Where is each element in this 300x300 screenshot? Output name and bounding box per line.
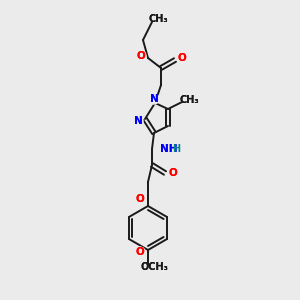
Text: H: H [172, 144, 180, 154]
Text: O: O [136, 51, 146, 61]
Text: O: O [178, 53, 186, 63]
Text: O: O [136, 194, 144, 204]
Text: O: O [136, 51, 146, 61]
Text: O: O [136, 247, 144, 257]
Circle shape [149, 94, 159, 104]
Circle shape [135, 247, 145, 257]
Text: O: O [136, 194, 144, 204]
Text: O: O [169, 168, 177, 178]
Text: NH: NH [160, 144, 178, 154]
Text: O: O [178, 53, 186, 63]
Circle shape [168, 168, 178, 178]
Text: N: N [134, 116, 142, 126]
Circle shape [177, 53, 187, 63]
Text: N: N [150, 94, 158, 104]
Circle shape [136, 51, 146, 61]
Text: OCH₃: OCH₃ [140, 262, 168, 272]
Text: CH₃: CH₃ [148, 14, 168, 24]
Text: N: N [150, 94, 158, 104]
Text: NH: NH [160, 144, 178, 154]
Text: CH₃: CH₃ [148, 14, 168, 24]
Text: CH₃: CH₃ [179, 95, 199, 105]
Circle shape [135, 194, 145, 204]
Text: O: O [136, 247, 144, 257]
Text: OCH₃: OCH₃ [140, 262, 168, 272]
Text: O: O [169, 168, 177, 178]
Circle shape [133, 116, 143, 126]
Text: N: N [134, 116, 142, 126]
Text: CH₃: CH₃ [179, 95, 199, 105]
